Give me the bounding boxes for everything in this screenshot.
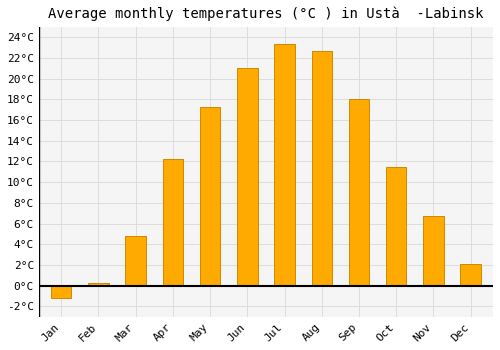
Title: Average monthly temperatures (°C ) in Ustà  -Labinsk: Average monthly temperatures (°C ) in Us… xyxy=(48,7,484,21)
Bar xyxy=(349,99,370,286)
Bar xyxy=(237,68,258,286)
Bar xyxy=(460,264,481,286)
Bar xyxy=(274,44,295,286)
Bar xyxy=(200,106,220,286)
Bar xyxy=(162,159,183,286)
Bar xyxy=(312,51,332,286)
Bar xyxy=(88,282,108,286)
Bar xyxy=(423,216,444,286)
Bar xyxy=(126,236,146,286)
Bar xyxy=(386,167,406,286)
Bar xyxy=(51,286,72,298)
